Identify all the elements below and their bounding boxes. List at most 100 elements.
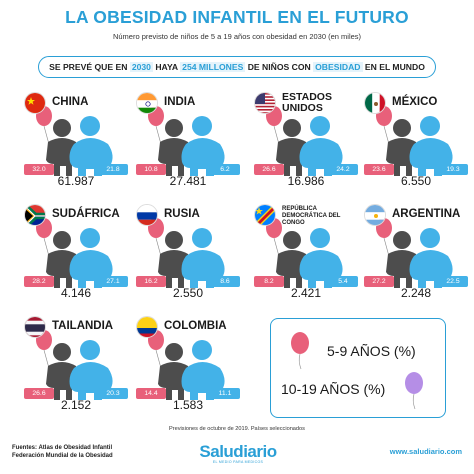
percent-10-19: 20.3 <box>98 388 128 399</box>
percent-5-9: 27.2 <box>364 276 394 287</box>
total-obese-children: 27.481 <box>169 174 207 188</box>
website-link[interactable]: www.saludiario.com <box>389 447 462 456</box>
country-name: MÉXICO <box>392 96 438 108</box>
total-obese-children: 2.152 <box>60 398 92 412</box>
children-figure <box>26 326 126 401</box>
percent-10-19: 22.5 <box>438 276 468 287</box>
colombia-flag-icon <box>136 316 158 338</box>
percent-5-9: 14.4 <box>136 388 166 399</box>
country-name: TAILANDIA <box>52 320 114 332</box>
children-figure <box>138 214 238 289</box>
summary-banner: SE PREVÉ QUE EN 2030 HAYA 254 MILLONES D… <box>38 56 436 78</box>
page-title: LA OBESIDAD INFANTIL EN EL FUTURO <box>65 7 409 27</box>
children-figure <box>366 102 466 177</box>
percent-5-9: 10.8 <box>136 164 166 175</box>
child-silhouette-icon <box>46 343 78 400</box>
saludiario-logo: Saludiario EL MEDIO PARA MEDICOS <box>190 442 286 464</box>
child-silhouette-icon <box>158 343 190 400</box>
china-flag-icon <box>24 92 46 114</box>
country-card: MÉXICO 23.6 19.3 6.550 <box>358 92 468 198</box>
banner-text-1: SE PREVÉ QUE EN <box>49 62 130 72</box>
child-silhouette-icon <box>386 119 418 176</box>
child-silhouette-icon <box>276 119 308 176</box>
argentina-flag-icon <box>364 204 386 226</box>
country-card: ESTADOS UNIDOS 26.6 24.2 16.986 <box>248 91 358 198</box>
country-name: ARGENTINA <box>392 208 461 220</box>
total-obese-children: 2.421 <box>290 286 322 300</box>
country-name: CHINA <box>52 96 89 108</box>
legend: 5-9 AÑOS (%) 10-19 AÑOS (%) <box>270 318 446 418</box>
drc-flag-icon <box>254 204 276 226</box>
footer: Fuentes: Atlas de Obesidad Infantil Fede… <box>0 442 474 474</box>
legend-row-10-19: 10-19 AÑOS (%) <box>271 371 447 411</box>
child-silhouette-icon <box>46 119 78 176</box>
percent-5-9: 28.2 <box>24 276 54 287</box>
percent-10-19: 8.6 <box>210 276 240 287</box>
total-obese-children: 61.987 <box>57 174 95 188</box>
pink-balloon-icon <box>291 332 309 370</box>
percent-10-19: 6.2 <box>210 164 240 175</box>
percent-5-9: 8.2 <box>254 276 284 287</box>
banner-year: 2030 <box>129 62 153 72</box>
country-name: INDIA <box>164 96 196 108</box>
percent-10-19: 5.4 <box>328 276 358 287</box>
banner-text-4: EN EL MUNDO <box>362 62 425 72</box>
country-card: SUDÁFRICA 28.2 27.1 4.146 <box>18 204 128 310</box>
usa-flag-icon <box>254 92 276 114</box>
sources: Fuentes: Atlas de Obesidad Infantil Fede… <box>12 444 113 460</box>
country-name: RUSIA <box>164 208 200 220</box>
total-obese-children: 4.146 <box>60 286 92 300</box>
country-card: CHINA 32.0 21.8 61.987 <box>18 92 128 198</box>
children-figure <box>138 326 238 401</box>
thailand-flag-icon <box>24 316 46 338</box>
country-card: RUSIA 16.2 8.6 2.550 <box>130 204 240 310</box>
total-obese-children: 16.986 <box>287 174 325 188</box>
legend-label-5-9: 5-9 AÑOS (%) <box>327 343 416 359</box>
child-silhouette-icon <box>46 231 78 288</box>
country-name: ESTADOS UNIDOS <box>282 91 332 115</box>
legend-row-5-9: 5-9 AÑOS (%) <box>271 329 447 370</box>
sources-line-1: Fuentes: Atlas de Obesidad Infantil <box>12 445 113 451</box>
total-obese-children: 6.550 <box>400 174 432 188</box>
country-card: TAILANDIA 26.6 20.3 2.152 <box>18 316 128 422</box>
purple-balloon-icon <box>405 372 423 410</box>
country-card: REPÚBLICA DEMOCRÁTICA DEL CONGO 8.2 5.4 … <box>248 204 358 310</box>
country-card: ARGENTINA 27.2 22.5 2.248 <box>358 204 468 310</box>
children-figure <box>256 102 356 177</box>
page-subtitle: Número previsto de niños de 5 a 19 años … <box>112 32 362 41</box>
percent-10-19: 21.8 <box>98 164 128 175</box>
percent-5-9: 16.2 <box>136 276 166 287</box>
percent-10-19: 27.1 <box>98 276 128 287</box>
country-name: COLOMBIA <box>164 320 227 332</box>
percent-5-9: 26.6 <box>24 388 54 399</box>
percent-5-9: 23.6 <box>364 164 394 175</box>
legend-label-10-19: 10-19 AÑOS (%) <box>281 381 386 397</box>
total-obese-children: 2.550 <box>172 286 204 300</box>
banner-text-2: HAYA <box>152 62 181 72</box>
percent-5-9: 26.6 <box>254 164 284 175</box>
sources-line-2: Federación Mundial de la Obesidad <box>12 453 113 460</box>
child-silhouette-icon <box>158 119 190 176</box>
south-africa-flag-icon <box>24 204 46 226</box>
country-name: SUDÁFRICA <box>52 208 120 220</box>
logo-subtitle: EL MEDIO PARA MEDICOS <box>212 460 264 464</box>
percent-10-19: 19.3 <box>438 164 468 175</box>
child-silhouette-icon <box>276 231 308 288</box>
country-card: COLOMBIA 14.4 11.1 1.583 <box>130 316 240 422</box>
banner-text-3: DE NIÑOS CON <box>245 62 314 72</box>
country-card: INDIA 10.8 6.2 27.481 <box>130 92 240 198</box>
banner-millions: 254 MILLONES <box>180 62 246 72</box>
mexico-flag-icon <box>364 92 386 114</box>
total-obese-children: 2.248 <box>400 286 432 300</box>
footnote: Previsiones de octubre de 2019. Países s… <box>169 426 305 432</box>
percent-10-19: 24.2 <box>328 164 358 175</box>
russia-flag-icon <box>136 204 158 226</box>
child-silhouette-icon <box>158 231 190 288</box>
percent-10-19: 11.1 <box>210 388 240 399</box>
logo-text: Saludiario <box>199 442 277 461</box>
percent-5-9: 32.0 <box>24 164 54 175</box>
banner-obesity: OBESIDAD <box>313 62 363 72</box>
country-name: REPÚBLICA DEMOCRÁTICA DEL CONGO <box>282 206 341 227</box>
india-flag-icon <box>136 92 158 114</box>
obese-child-silhouette-icon <box>69 340 113 400</box>
